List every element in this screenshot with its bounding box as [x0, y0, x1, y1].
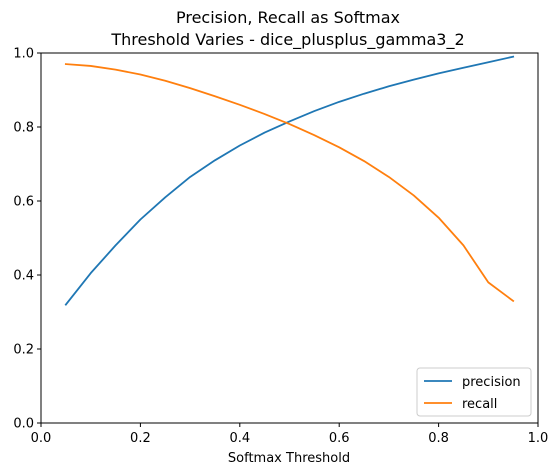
y-tick-label: 0.4	[13, 269, 34, 284]
x-axis: 0.0 0.2 0.4 0.6 0.8 1.0	[31, 423, 549, 446]
legend-label-recall: recall	[462, 397, 497, 412]
series-line-recall	[64, 63, 515, 303]
x-tick-label: 0.8	[428, 431, 449, 446]
y-axis: 0.0 0.2 0.4 0.6 0.8 1.0	[13, 47, 41, 432]
legend: precision recall	[416, 367, 532, 417]
y-tick-label: 1.0	[13, 47, 34, 62]
y-tick-label: 0.6	[13, 195, 34, 210]
x-tick-label: 0.4	[229, 431, 250, 446]
x-tick-label: 1.0	[528, 431, 549, 446]
chart-title-line-2: Threshold Varies - dice_plusplus_gamma3_…	[110, 30, 464, 50]
chart-title-line-1: Precision, Recall as Softmax	[176, 8, 400, 27]
y-tick-label: 0.8	[13, 121, 34, 136]
legend-box	[416, 367, 532, 417]
x-tick-label: 0.0	[31, 431, 52, 446]
legend-label-precision: precision	[462, 375, 521, 390]
x-axis-label: Softmax Threshold	[228, 451, 350, 466]
series-lines	[64, 55, 515, 306]
series-line-precision	[64, 55, 515, 306]
x-tick-label: 0.2	[130, 431, 151, 446]
x-tick-label: 0.6	[329, 431, 350, 446]
y-tick-label: 0.0	[13, 417, 34, 432]
y-tick-label: 0.2	[13, 343, 34, 358]
